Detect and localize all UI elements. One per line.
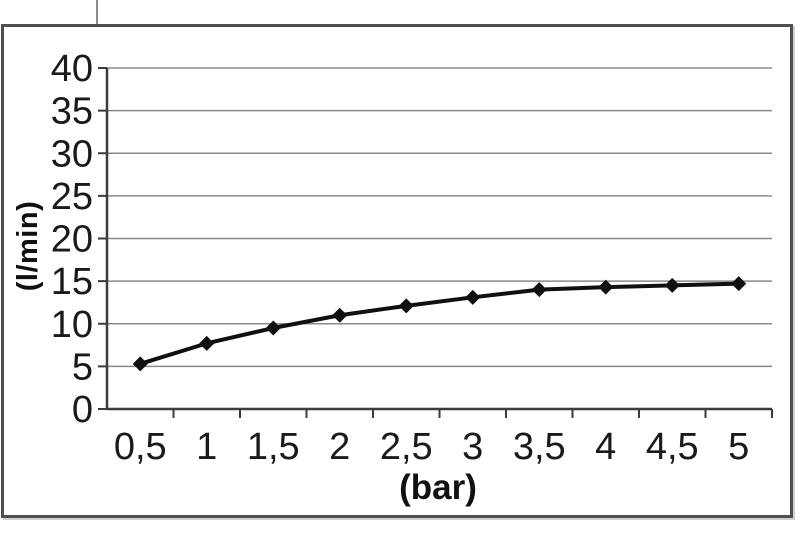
data-point-marker xyxy=(664,277,680,293)
x-tick-label: 3 xyxy=(462,426,483,468)
x-tick-label: 4 xyxy=(595,426,616,468)
x-tick-label: 4,5 xyxy=(646,426,699,468)
x-tick-label: 2 xyxy=(329,426,350,468)
x-axis-title: (bar) xyxy=(399,468,477,507)
x-tick-label: 3,5 xyxy=(513,426,566,468)
x-tick-label: 5 xyxy=(728,426,749,468)
data-point-marker xyxy=(531,282,547,298)
data-point-marker xyxy=(731,276,747,292)
y-tick-label: 5 xyxy=(72,346,93,388)
y-tick-label: 20 xyxy=(51,219,93,261)
chart-outer-frame xyxy=(1,24,793,518)
y-tick-label: 25 xyxy=(51,176,93,218)
y-axis-title: (l/min) xyxy=(12,200,44,292)
x-tick-label: 2,5 xyxy=(380,426,433,468)
data-point-marker xyxy=(199,335,215,351)
y-tick-label: 30 xyxy=(51,133,93,175)
y-tick-label: 10 xyxy=(51,304,93,346)
data-point-marker xyxy=(132,356,148,372)
y-tick-label: 35 xyxy=(51,91,93,133)
data-point-marker xyxy=(265,320,281,336)
data-point-marker xyxy=(465,289,481,305)
x-tick-label: 1,5 xyxy=(247,426,300,468)
y-tick-label: 15 xyxy=(51,261,93,303)
top-edge-artifact-line xyxy=(96,0,98,26)
data-point-marker xyxy=(332,307,348,323)
x-tick-label: 1 xyxy=(196,426,217,468)
y-tick-label: 40 xyxy=(51,48,93,90)
data-point-marker xyxy=(598,279,614,295)
series-line xyxy=(139,281,739,366)
y-tick-label: 0 xyxy=(72,389,93,431)
data-point-marker xyxy=(398,298,414,314)
x-tick-label: 0,5 xyxy=(114,426,167,468)
